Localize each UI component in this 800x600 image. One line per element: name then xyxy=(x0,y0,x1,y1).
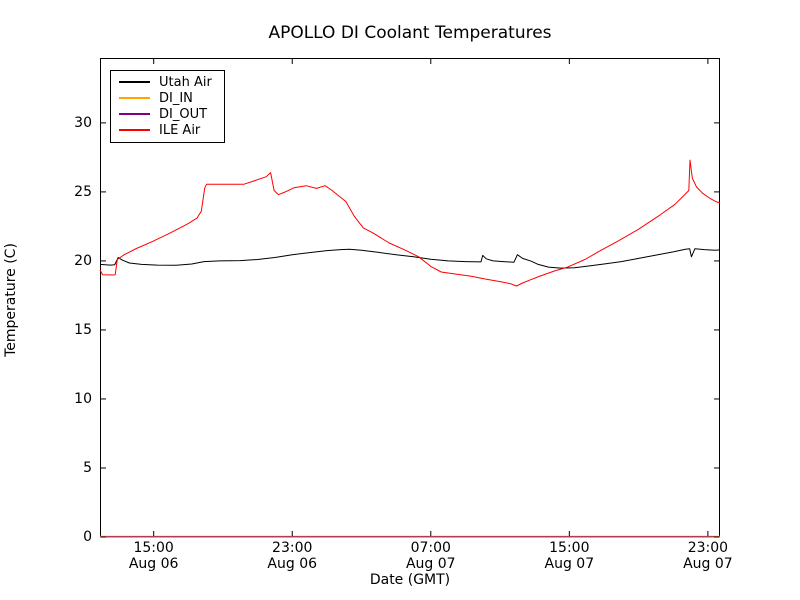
chart-title: APOLLO DI Coolant Temperatures xyxy=(268,23,552,43)
x-tick-label: 23:00 Aug 07 xyxy=(683,540,733,572)
y-tick-label: 30 xyxy=(74,114,92,131)
legend-entry-di-in: DI_IN xyxy=(119,90,212,106)
di-in-line-swatch xyxy=(119,97,150,99)
x-tick-label: 15:00 Aug 07 xyxy=(544,540,595,572)
legend-label: DI_IN xyxy=(159,90,193,106)
y-tick-label: 15 xyxy=(74,321,92,338)
x-tick-label: 07:00 Aug 07 xyxy=(405,540,456,572)
legend: Utah Air DI_IN DI_OUT ILE Air xyxy=(110,70,225,143)
utah-air-line-swatch xyxy=(119,81,150,83)
y-tick-label: 20 xyxy=(74,252,92,269)
di-out-line-swatch xyxy=(119,113,150,115)
ile-air-line-swatch xyxy=(119,129,150,131)
y-tick-label: 25 xyxy=(74,183,92,200)
legend-label: DI_OUT xyxy=(159,106,208,122)
legend-entry-utah-air: Utah Air xyxy=(119,74,212,90)
y-tick-label: 0 xyxy=(83,529,92,545)
legend-entry-di-out: DI_OUT xyxy=(119,106,212,122)
y-tick-label: 10 xyxy=(74,390,92,407)
legend-label: ILE Air xyxy=(159,122,201,138)
y-tick-label: 5 xyxy=(83,459,92,476)
y-axis-label: Temperature (C) xyxy=(3,243,19,357)
legend-entry-ile-air: ILE Air xyxy=(119,122,212,138)
legend-label: Utah Air xyxy=(159,74,212,90)
x-axis-label: Date (GMT) xyxy=(369,572,451,588)
x-tick-label: 15:00 Aug 06 xyxy=(128,540,179,572)
x-tick-label: 23:00 Aug 06 xyxy=(267,540,318,572)
